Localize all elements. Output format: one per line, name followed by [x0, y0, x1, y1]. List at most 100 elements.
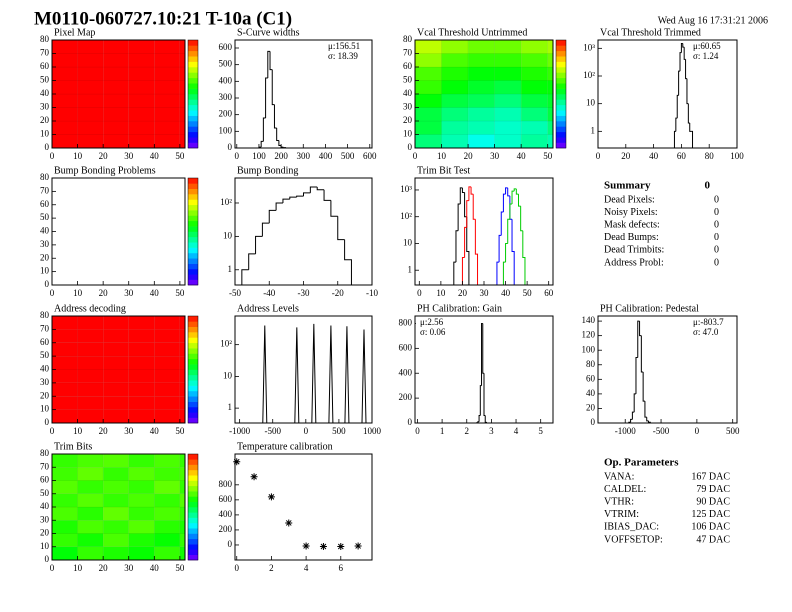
summary-value: 0	[714, 232, 719, 243]
palette-step	[188, 326, 198, 333]
heat-cell	[102, 355, 129, 370]
star-marker	[302, 542, 310, 550]
histogram-bin	[637, 320, 640, 358]
x-tick-label: 10	[436, 288, 446, 298]
y-tick-label: 0	[45, 142, 50, 152]
heat-cell	[102, 506, 129, 521]
palette-frame	[555, 39, 567, 149]
x-tick-label: 20	[99, 426, 109, 436]
panel-title: PH Calibration: Pedestal	[600, 303, 699, 314]
x-tick-label: 100	[730, 151, 744, 161]
heat-cell	[414, 93, 442, 108]
panel-title: Vcal Threshold Trimmed	[600, 27, 701, 38]
summary-value: 0	[714, 219, 719, 230]
summary-label: Dead Bumps:	[604, 232, 659, 243]
heat-cell	[154, 546, 181, 561]
palette-step	[188, 194, 198, 200]
histogram-bin	[502, 193, 506, 213]
heat-cell	[77, 546, 104, 561]
histogram-bin	[296, 195, 304, 198]
histogram-bin	[689, 123, 692, 132]
y-tick-label: 0	[45, 279, 50, 289]
y-tick-label: 400	[219, 75, 233, 85]
histogram-bin	[687, 103, 690, 124]
op-label: IBIAS_DAC:	[604, 522, 659, 533]
x-tick-label: 10	[73, 426, 83, 436]
palette-step	[188, 517, 198, 524]
star-marker	[337, 542, 345, 550]
x-tick-label: 0	[234, 563, 239, 573]
panel-title: Address decoding	[54, 303, 126, 314]
x-tick-label: 600	[363, 151, 377, 161]
heat-cell	[77, 120, 104, 135]
histogram-bin	[267, 50, 271, 78]
heat-cell	[77, 80, 104, 95]
x-tick-label: 0	[50, 563, 55, 573]
heat-cell	[494, 80, 522, 95]
histogram-bin	[675, 117, 678, 132]
op-value: 125 DAC	[691, 509, 730, 520]
star-marker	[233, 458, 241, 466]
palette-step	[556, 61, 566, 68]
stats-text: μ:60.65	[693, 41, 721, 51]
y-tick-label: 80	[586, 359, 596, 369]
y-tick-label: 10³	[400, 184, 412, 194]
x-tick-label: 20	[99, 151, 109, 161]
heat-cell	[179, 453, 186, 468]
y-tick-label: 500	[219, 59, 233, 69]
stats-text: μ:156.51	[328, 41, 360, 51]
heat-cell	[179, 315, 186, 330]
palette-step	[188, 83, 198, 89]
y-tick-label: 20	[40, 252, 50, 262]
op-label: VTHR:	[604, 496, 634, 507]
x-tick-label: 40	[501, 288, 511, 298]
stats-text: σ: 0.06	[420, 327, 446, 337]
palette-step	[188, 321, 198, 327]
heat-cell	[154, 409, 181, 424]
heat-cell	[520, 134, 548, 149]
heat-cell	[154, 120, 181, 135]
heat-cell	[520, 80, 548, 95]
y-tick-label: 1	[228, 402, 233, 412]
y-tick-label: 0	[45, 554, 50, 564]
x-tick-label: 50	[523, 288, 533, 298]
x-tick-label: 60	[677, 151, 687, 161]
panel-title: Trim Bit Test	[417, 165, 470, 176]
heat-cell	[494, 120, 522, 135]
palette-step	[188, 533, 198, 540]
histogram-bin	[255, 235, 263, 254]
x-tick-label: -10	[366, 288, 378, 298]
x-tick-label: 100	[252, 151, 266, 161]
heat-cell	[494, 39, 522, 54]
heat-cell	[179, 93, 186, 108]
x-tick-label: 30	[124, 426, 134, 436]
x-tick-label: 0	[596, 151, 601, 161]
heat-cell	[102, 53, 129, 68]
y-tick-label: 70	[40, 185, 50, 195]
y-tick-label: 60	[40, 199, 50, 209]
y-tick-label: 70	[40, 48, 50, 58]
y-tick-label: 50	[40, 75, 50, 85]
x-tick-label: 60	[544, 288, 554, 298]
x-tick-label: 0	[304, 426, 309, 436]
heat-cell	[77, 480, 104, 494]
heat-cell	[441, 134, 469, 149]
heat-cell	[102, 382, 129, 397]
heat-cell	[51, 93, 78, 108]
histogram-bin	[680, 42, 683, 53]
op-value: 79 DAC	[696, 484, 730, 495]
heat-cell	[179, 506, 186, 521]
heat-cell	[154, 66, 181, 81]
heat-cell	[154, 355, 181, 370]
heat-cell	[77, 467, 104, 481]
frame	[597, 315, 738, 424]
heat-cell	[154, 369, 181, 384]
palette-step	[188, 337, 198, 344]
palette-step	[188, 142, 198, 149]
palette-step	[188, 501, 198, 508]
heat-cell	[102, 453, 129, 468]
palette-frame	[187, 177, 199, 286]
heat-cell	[414, 107, 442, 122]
x-tick-label: 20	[458, 288, 468, 298]
palette-step	[188, 61, 198, 68]
